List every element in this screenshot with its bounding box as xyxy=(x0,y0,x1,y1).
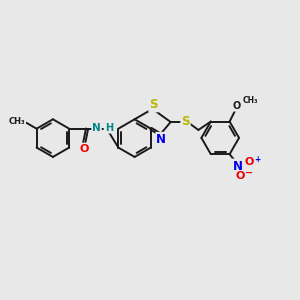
Text: O: O xyxy=(245,157,254,167)
Text: +: + xyxy=(254,154,261,164)
Text: −: − xyxy=(245,168,253,178)
Text: O: O xyxy=(236,171,245,181)
Text: O: O xyxy=(80,143,89,154)
Text: CH₃: CH₃ xyxy=(9,117,25,126)
Text: S: S xyxy=(149,98,158,112)
Text: N: N xyxy=(92,123,101,133)
Text: N: N xyxy=(232,160,242,172)
Text: N: N xyxy=(156,133,166,146)
Text: CH₃: CH₃ xyxy=(242,96,258,105)
Text: O: O xyxy=(232,101,241,111)
Text: H: H xyxy=(105,123,113,133)
Text: S: S xyxy=(181,115,190,128)
